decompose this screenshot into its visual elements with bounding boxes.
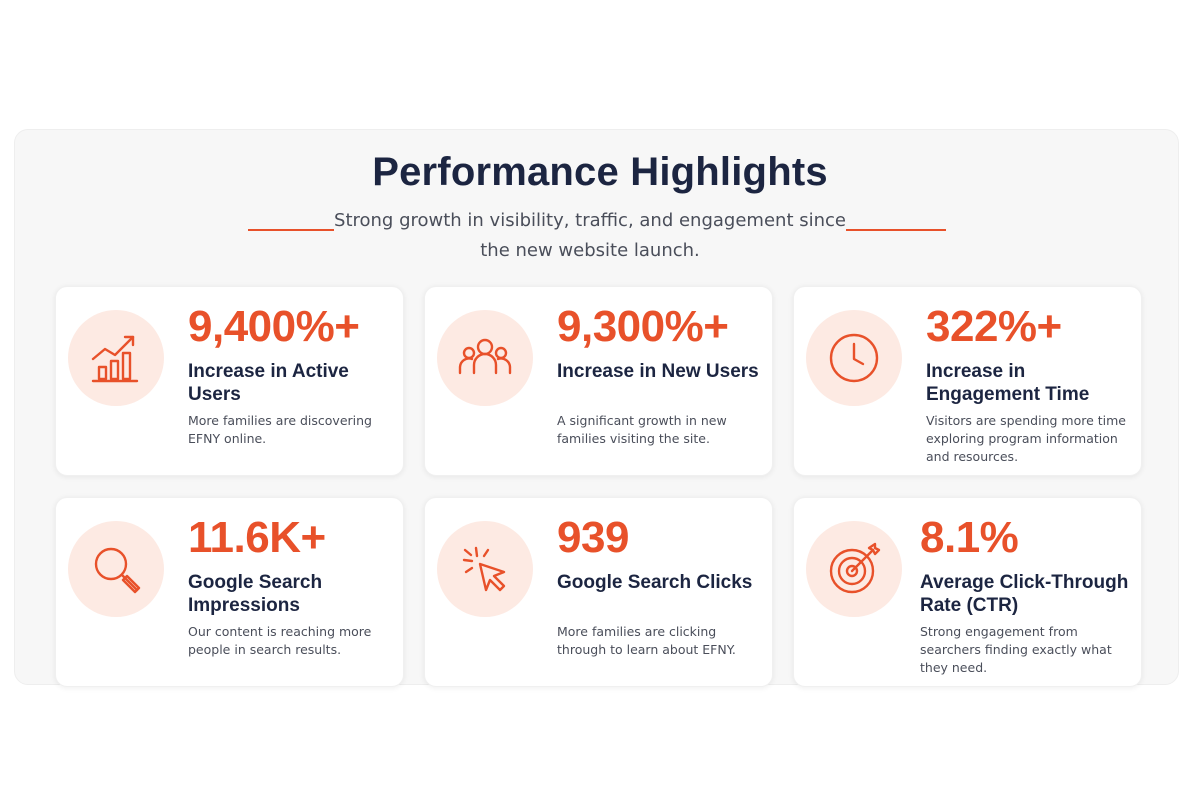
stat-value: 9,400%+	[188, 302, 360, 351]
stat-card-search-clicks: 939 Google Search Clicks More families a…	[424, 497, 773, 687]
stat-label: Google Search Impressions	[188, 572, 323, 616]
target-icon	[806, 521, 902, 617]
stat-value: 11.6K+	[188, 513, 326, 562]
stat-label: Increase in Active Users	[188, 361, 349, 405]
stat-description: More families are discovering EFNY onlin…	[188, 413, 372, 446]
stat-card-active-users: 9,400%+ Increase in Active Users More fa…	[55, 286, 404, 476]
stat-card-ctr: 8.1% Average Click-Through Rate (CTR) St…	[793, 497, 1142, 687]
stat-value: 322%+	[926, 302, 1062, 351]
search-icon	[68, 521, 164, 617]
title-divider-right	[846, 229, 946, 231]
cursor-click-icon	[437, 521, 533, 617]
stat-description: Strong engagement from searchers finding…	[920, 624, 1112, 675]
bar-chart-growth-icon	[68, 310, 164, 406]
stat-card-search-impressions: 11.6K+ Google Search Impressions Our con…	[55, 497, 404, 687]
stat-card-engagement-time: 322%+ Increase in Engagement Time Visito…	[793, 286, 1142, 476]
stat-card-new-users: 9,300%+ Increase in New Users A signific…	[424, 286, 773, 476]
stat-description: Visitors are spending more time explorin…	[926, 413, 1126, 464]
stat-value: 9,300%+	[557, 302, 729, 351]
stat-description: More families are clicking through to le…	[557, 624, 736, 657]
stat-value: 8.1%	[920, 513, 1019, 562]
stat-label: Google Search Clicks	[557, 572, 753, 593]
page-title: Performance Highlights	[372, 150, 828, 194]
title-divider-left	[248, 229, 334, 231]
page-subtitle: Strong growth in visibility, traffic, an…	[334, 210, 846, 261]
stat-description: Our content is reaching more people in s…	[188, 624, 372, 657]
stat-label: Increase in Engagement Time	[926, 361, 1090, 405]
stat-label: Average Click-Through Rate (CTR)	[920, 572, 1129, 616]
stat-description: A significant growth in new families vis…	[557, 413, 727, 446]
stat-label: Increase in New Users	[557, 361, 759, 382]
stat-value: 939	[557, 513, 629, 562]
users-group-icon	[437, 310, 533, 406]
clock-icon	[806, 310, 902, 406]
